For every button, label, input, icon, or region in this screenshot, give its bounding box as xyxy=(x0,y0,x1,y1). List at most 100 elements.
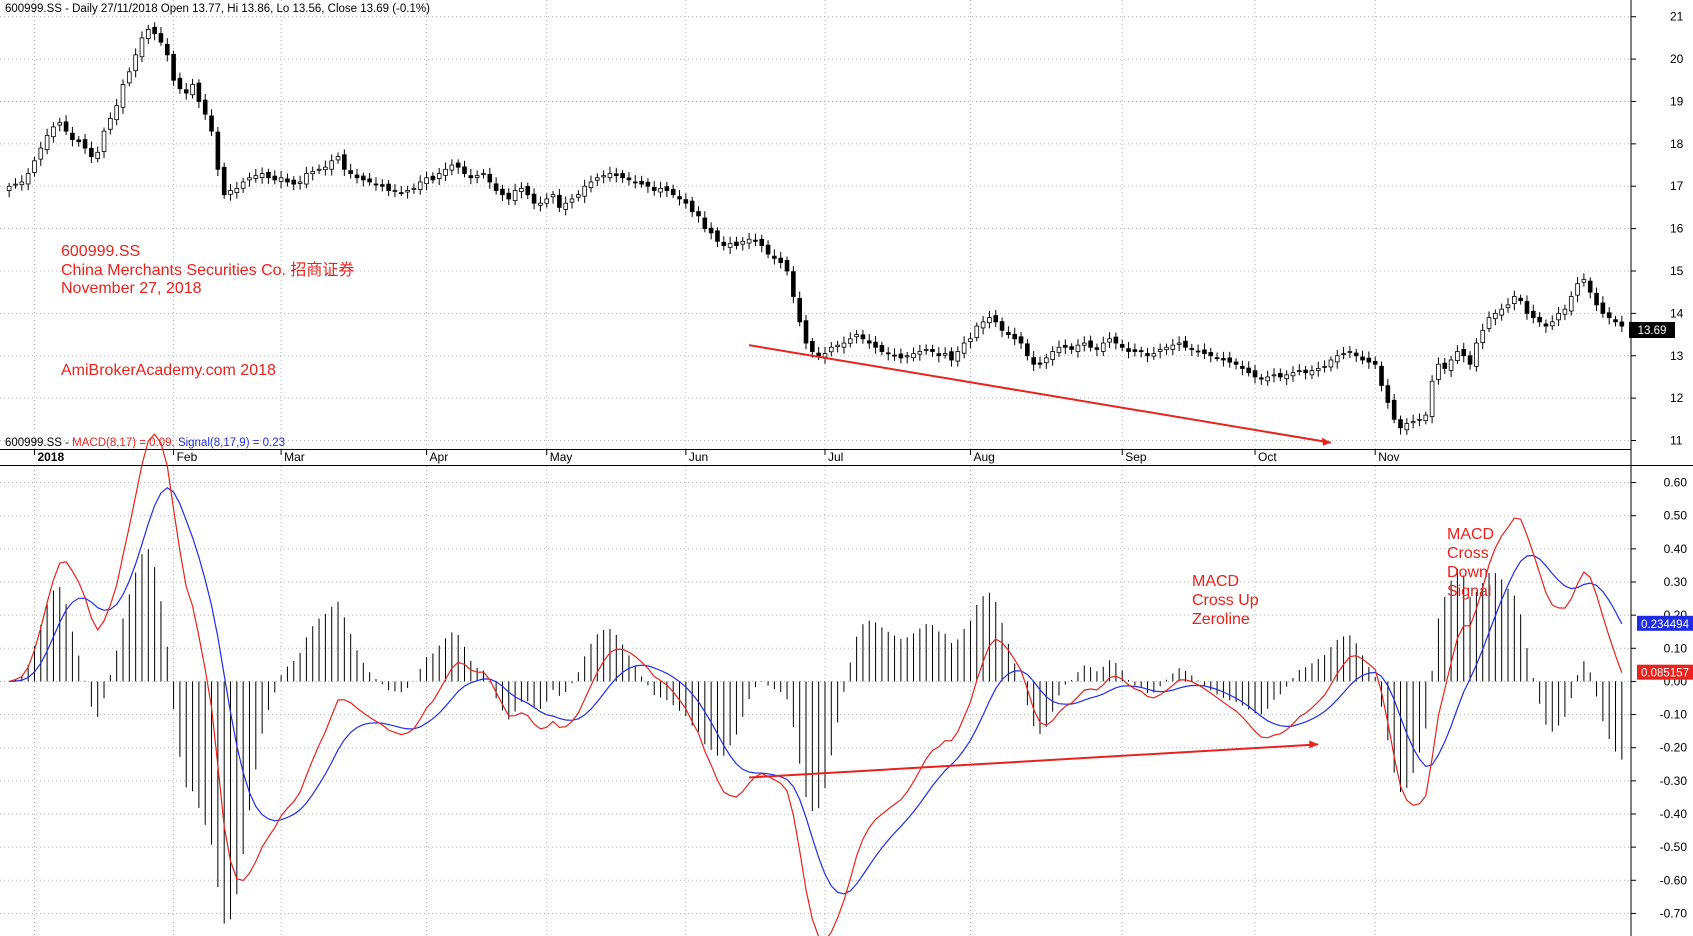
candle-body xyxy=(1240,365,1245,369)
candle-body xyxy=(810,341,815,352)
candle-body xyxy=(1461,349,1467,357)
candle-body xyxy=(1518,297,1523,302)
candle-body xyxy=(1113,336,1119,344)
candle-body xyxy=(177,77,183,90)
candle-body xyxy=(1183,340,1188,348)
candle-body xyxy=(398,192,404,194)
candle-body xyxy=(1505,304,1511,309)
candle-body xyxy=(696,211,701,217)
candle-body xyxy=(1467,355,1473,365)
price-tick-label: 15 xyxy=(1670,264,1684,278)
price-trendline-arrowhead xyxy=(1321,437,1331,446)
candle-body xyxy=(1075,344,1081,352)
candle-body xyxy=(1410,421,1416,424)
candle-body xyxy=(114,105,119,121)
price-tick-label: 14 xyxy=(1670,306,1684,320)
candle-body xyxy=(1195,350,1201,353)
candle-body xyxy=(955,351,961,362)
candle-body xyxy=(1372,360,1378,365)
signal-value-tag: 0.234494 xyxy=(1637,615,1693,631)
candle-body xyxy=(430,175,436,181)
candle-body xyxy=(145,29,151,39)
last-close-label: 13.69 xyxy=(1638,325,1667,337)
candle-body xyxy=(487,173,493,183)
candle-body xyxy=(1214,357,1220,360)
macd-trendline-arrowhead xyxy=(1309,740,1319,749)
candle-body xyxy=(57,122,63,126)
candle-body xyxy=(1442,362,1448,369)
candle-body xyxy=(1271,374,1277,377)
candle-body xyxy=(974,325,980,338)
candle-body xyxy=(1278,373,1283,378)
candle-body xyxy=(683,199,689,204)
candle-body xyxy=(108,118,113,130)
candle-body xyxy=(1012,333,1018,340)
candle-body xyxy=(797,297,802,323)
candle-body xyxy=(1246,367,1252,374)
date-tick-label: Jul xyxy=(828,450,843,464)
candle-body xyxy=(1423,414,1429,422)
candle-body xyxy=(651,187,657,191)
candle-body xyxy=(1151,353,1157,357)
candle-body xyxy=(1366,357,1372,363)
candle-body xyxy=(44,134,50,150)
candle-body xyxy=(557,194,562,208)
candle-body xyxy=(1360,356,1365,361)
candle-body xyxy=(285,178,290,183)
candle-body xyxy=(379,184,385,187)
candle-body xyxy=(190,84,195,96)
candle-body xyxy=(1404,423,1410,431)
candle-body xyxy=(76,139,82,143)
candle-body xyxy=(158,33,164,43)
candle-body xyxy=(25,173,31,185)
candle-body xyxy=(1613,319,1618,323)
candle-body xyxy=(816,352,821,357)
candle-body xyxy=(386,183,391,191)
candle-body xyxy=(32,160,37,173)
date-tick-label: Nov xyxy=(1378,450,1399,464)
candle-body xyxy=(1499,308,1504,316)
candle-body xyxy=(1549,321,1555,327)
candle-body xyxy=(481,173,486,175)
candle-body xyxy=(70,132,75,141)
candle-body xyxy=(6,185,12,191)
candle-body xyxy=(601,175,606,178)
candle-body xyxy=(689,200,695,213)
candle-body xyxy=(474,175,480,178)
candle-body xyxy=(139,37,145,58)
candle-body xyxy=(1347,351,1353,353)
macd-tick-label: -0.40 xyxy=(1660,807,1688,821)
macd-tick-label: -0.20 xyxy=(1660,741,1688,755)
annotation-cross-up-2: Cross Up xyxy=(1192,592,1259,609)
candle-body xyxy=(304,173,309,185)
candle-body xyxy=(164,43,170,56)
trendlines xyxy=(748,344,1332,779)
candle-body xyxy=(82,139,88,149)
macd-tick-label: -0.50 xyxy=(1660,840,1688,854)
annotation-cross-down-4: Signal xyxy=(1447,583,1491,600)
candle-body xyxy=(1031,357,1036,365)
candle-body xyxy=(1619,321,1625,327)
annotation-cross-down-3: Down xyxy=(1447,564,1488,581)
candle-body xyxy=(1069,346,1074,350)
candle-body xyxy=(152,26,157,35)
macd-tick-label: -0.70 xyxy=(1660,906,1688,920)
candle-body xyxy=(658,187,663,193)
candle-body xyxy=(1100,342,1106,352)
candle-body xyxy=(1315,368,1321,371)
candle-body xyxy=(885,352,891,355)
candle-body xyxy=(335,156,341,161)
annotation-cross-up-1: MACD xyxy=(1192,573,1239,590)
candle-body xyxy=(1436,363,1441,380)
candle-body xyxy=(1208,352,1214,357)
candle-body xyxy=(569,198,575,203)
macd-lines xyxy=(9,433,1623,936)
candle-body xyxy=(727,243,733,248)
candle-body xyxy=(1259,377,1264,380)
candle-body xyxy=(708,227,714,234)
candle-body xyxy=(550,194,556,198)
candle-body xyxy=(1556,312,1561,321)
candle-body xyxy=(367,178,372,183)
candle-body xyxy=(1531,310,1536,319)
